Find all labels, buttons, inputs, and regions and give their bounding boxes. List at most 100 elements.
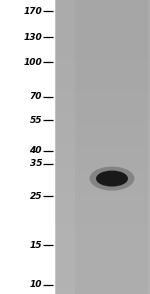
Bar — [75, 254, 148, 260]
Bar — [55, 230, 150, 235]
Bar — [75, 14, 148, 20]
Bar — [75, 117, 148, 123]
Text: 70: 70 — [30, 92, 42, 101]
Bar — [75, 166, 148, 171]
Bar — [55, 122, 150, 127]
Bar — [55, 49, 150, 54]
Text: 35: 35 — [30, 159, 42, 168]
Bar — [55, 191, 150, 196]
Bar — [55, 29, 150, 34]
Bar — [75, 186, 148, 191]
Bar — [55, 73, 150, 78]
Bar — [55, 44, 150, 49]
Bar — [75, 39, 148, 44]
Text: 40: 40 — [30, 146, 42, 155]
Bar — [0, 0, 55, 294]
Text: 130: 130 — [23, 33, 42, 41]
Bar — [55, 259, 150, 265]
Bar — [55, 156, 150, 162]
Bar — [75, 171, 148, 176]
Bar — [75, 230, 148, 235]
Bar — [75, 73, 148, 78]
Bar — [55, 107, 150, 113]
Bar — [55, 137, 150, 142]
Bar — [55, 166, 150, 171]
Ellipse shape — [90, 167, 134, 191]
Bar — [55, 186, 150, 191]
Bar — [75, 220, 148, 225]
Bar — [55, 284, 150, 289]
Bar — [75, 49, 148, 54]
Bar — [55, 83, 150, 88]
Bar — [75, 58, 148, 64]
Bar — [75, 78, 148, 83]
Bar — [55, 19, 150, 24]
Text: 55: 55 — [30, 116, 42, 125]
Bar — [75, 181, 148, 186]
Bar — [55, 142, 150, 147]
Bar — [75, 201, 148, 206]
Bar — [55, 9, 150, 15]
Bar — [75, 196, 148, 201]
Bar — [55, 269, 150, 274]
Bar — [55, 4, 150, 10]
Bar — [55, 68, 150, 74]
Bar — [55, 225, 150, 230]
Bar — [75, 132, 148, 137]
Bar — [75, 215, 148, 220]
Ellipse shape — [96, 171, 128, 187]
Bar — [75, 191, 148, 196]
Bar — [75, 156, 148, 162]
Bar — [55, 93, 150, 98]
Bar — [75, 205, 148, 211]
Bar — [75, 102, 148, 108]
Bar — [55, 54, 150, 59]
Bar — [55, 249, 150, 255]
Bar — [75, 93, 148, 98]
Bar — [55, 132, 150, 137]
Bar — [75, 279, 148, 284]
Bar — [55, 78, 150, 83]
Bar — [75, 176, 148, 181]
Bar — [55, 235, 150, 240]
Bar — [75, 19, 148, 24]
Bar — [55, 127, 150, 132]
Bar — [55, 14, 150, 20]
Bar — [75, 161, 148, 167]
Bar — [55, 220, 150, 225]
Bar — [75, 127, 148, 132]
Bar — [55, 98, 150, 103]
Bar — [55, 176, 150, 181]
Bar — [75, 63, 148, 69]
Bar — [75, 259, 148, 265]
Bar — [75, 0, 148, 5]
Bar — [75, 249, 148, 255]
Bar — [75, 284, 148, 289]
Bar — [55, 205, 150, 211]
Bar — [55, 146, 150, 152]
Bar — [75, 88, 148, 93]
Bar — [75, 264, 148, 270]
Bar — [75, 107, 148, 113]
Bar — [55, 210, 150, 216]
Bar — [55, 201, 150, 206]
Bar — [55, 0, 150, 5]
Text: 10: 10 — [30, 280, 42, 289]
Bar — [75, 122, 148, 127]
Bar — [75, 146, 148, 152]
Bar — [55, 63, 150, 69]
Bar — [55, 24, 150, 29]
Bar — [75, 245, 148, 250]
Bar — [55, 215, 150, 220]
Bar — [75, 142, 148, 147]
Bar — [55, 88, 150, 93]
Bar — [75, 225, 148, 230]
Bar — [75, 112, 148, 118]
Bar — [55, 289, 150, 294]
Bar — [55, 196, 150, 201]
Bar — [55, 34, 150, 39]
Bar — [55, 274, 150, 279]
Bar — [75, 9, 148, 15]
Bar — [75, 274, 148, 279]
Bar — [55, 181, 150, 186]
